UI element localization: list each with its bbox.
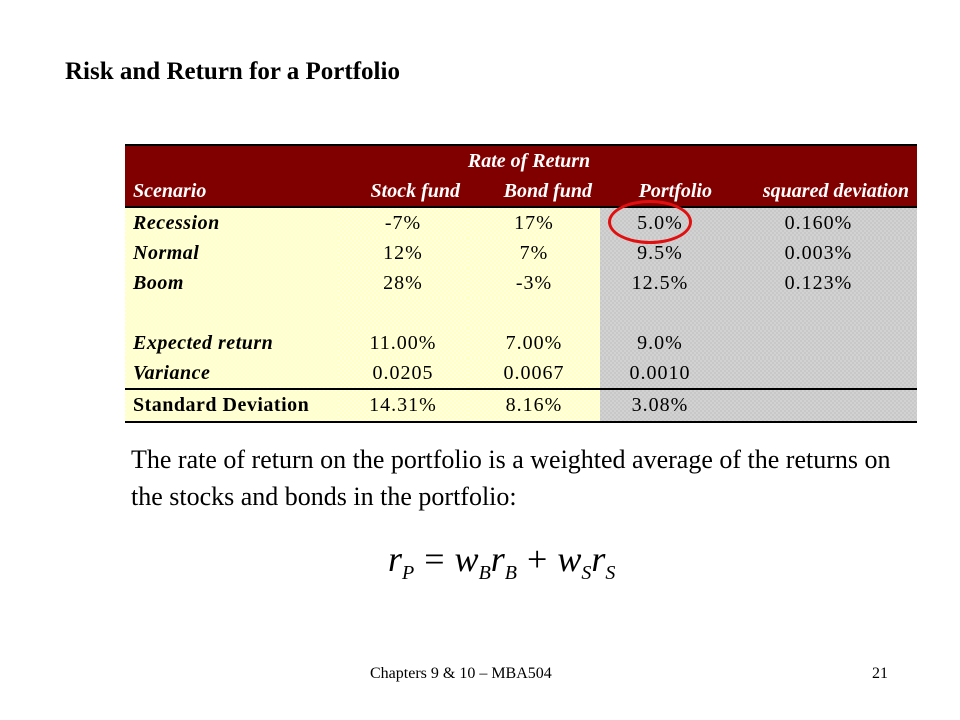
formula-term-stock: wSrS — [557, 539, 616, 584]
table-header-row-group: Rate of Return — [125, 144, 917, 176]
stock-value: -7% — [338, 207, 468, 238]
page-number: 21 — [872, 665, 888, 682]
col-header-bond-fund: Bond fund — [468, 176, 600, 208]
bond-value: -3% — [468, 268, 600, 298]
table-row: Normal 12% 7% 9.5% 0.003% — [125, 238, 917, 268]
col-header-squared-deviation: squared deviation — [720, 176, 917, 208]
scenario-label: Boom — [125, 268, 338, 298]
squared-deviation-value: 0.003% — [720, 238, 917, 268]
portfolio-return-formula: rP = wBrB + wSrS — [388, 538, 615, 585]
formula-term-bond: wBrB — [454, 539, 518, 584]
scenario-label: Normal — [125, 238, 338, 268]
bond-standard-deviation: 8.16% — [468, 388, 600, 423]
standard-deviation-row: Standard Deviation 14.31% 8.16% 3.08% — [125, 388, 917, 423]
portfolio-value: 5.0% — [600, 207, 720, 238]
col-header-portfolio: Portfolio — [600, 176, 720, 208]
table-header-row: Scenario Stock fund Bond fund Portfolio … — [125, 176, 917, 208]
formula-plus: + — [527, 539, 548, 579]
table-row: Recession -7% 17% 5.0% 0.160% — [125, 207, 917, 238]
slide-title: Risk and Return for a Portfolio — [65, 58, 400, 85]
squared-deviation-value: 0.123% — [720, 268, 917, 298]
table-row: Boom 28% -3% 12.5% 0.123% — [125, 268, 917, 298]
bond-value: 17% — [468, 207, 600, 238]
portfolio-standard-deviation: 3.08% — [600, 388, 720, 423]
bond-variance: 0.0067 — [468, 358, 600, 389]
formula-equals: = — [424, 539, 445, 579]
variance-label: Variance — [125, 358, 338, 389]
formula-lhs: rP — [388, 539, 415, 584]
spacer-row — [125, 298, 917, 328]
variance-row: Variance 0.0205 0.0067 0.0010 — [125, 358, 917, 389]
stock-variance: 0.0205 — [338, 358, 468, 389]
explanation-paragraph: The rate of return on the portfolio is a… — [131, 445, 891, 511]
group-header-rate-of-return: Rate of Return — [338, 144, 720, 176]
stock-standard-deviation: 14.31% — [338, 388, 468, 423]
standard-deviation-label: Standard Deviation — [125, 388, 338, 423]
rate-of-return-table: Rate of Return Scenario Stock fund Bond … — [125, 144, 917, 423]
bond-value: 7% — [468, 238, 600, 268]
stock-expected-return: 11.00% — [338, 328, 468, 358]
bond-expected-return: 7.00% — [468, 328, 600, 358]
portfolio-value: 12.5% — [600, 268, 720, 298]
stock-value: 28% — [338, 268, 468, 298]
portfolio-expected-return: 9.0% — [600, 328, 720, 358]
col-header-stock-fund: Stock fund — [338, 176, 468, 208]
portfolio-value: 9.5% — [600, 238, 720, 268]
expected-return-row: Expected return 11.00% 7.00% 9.0% — [125, 328, 917, 358]
col-header-scenario: Scenario — [125, 176, 338, 208]
squared-deviation-value: 0.160% — [720, 207, 917, 238]
stock-value: 12% — [338, 238, 468, 268]
slide-footer: Chapters 9 & 10 – MBA504 — [370, 665, 552, 682]
expected-return-label: Expected return — [125, 328, 338, 358]
scenario-label: Recession — [125, 207, 338, 238]
portfolio-variance: 0.0010 — [600, 358, 720, 389]
